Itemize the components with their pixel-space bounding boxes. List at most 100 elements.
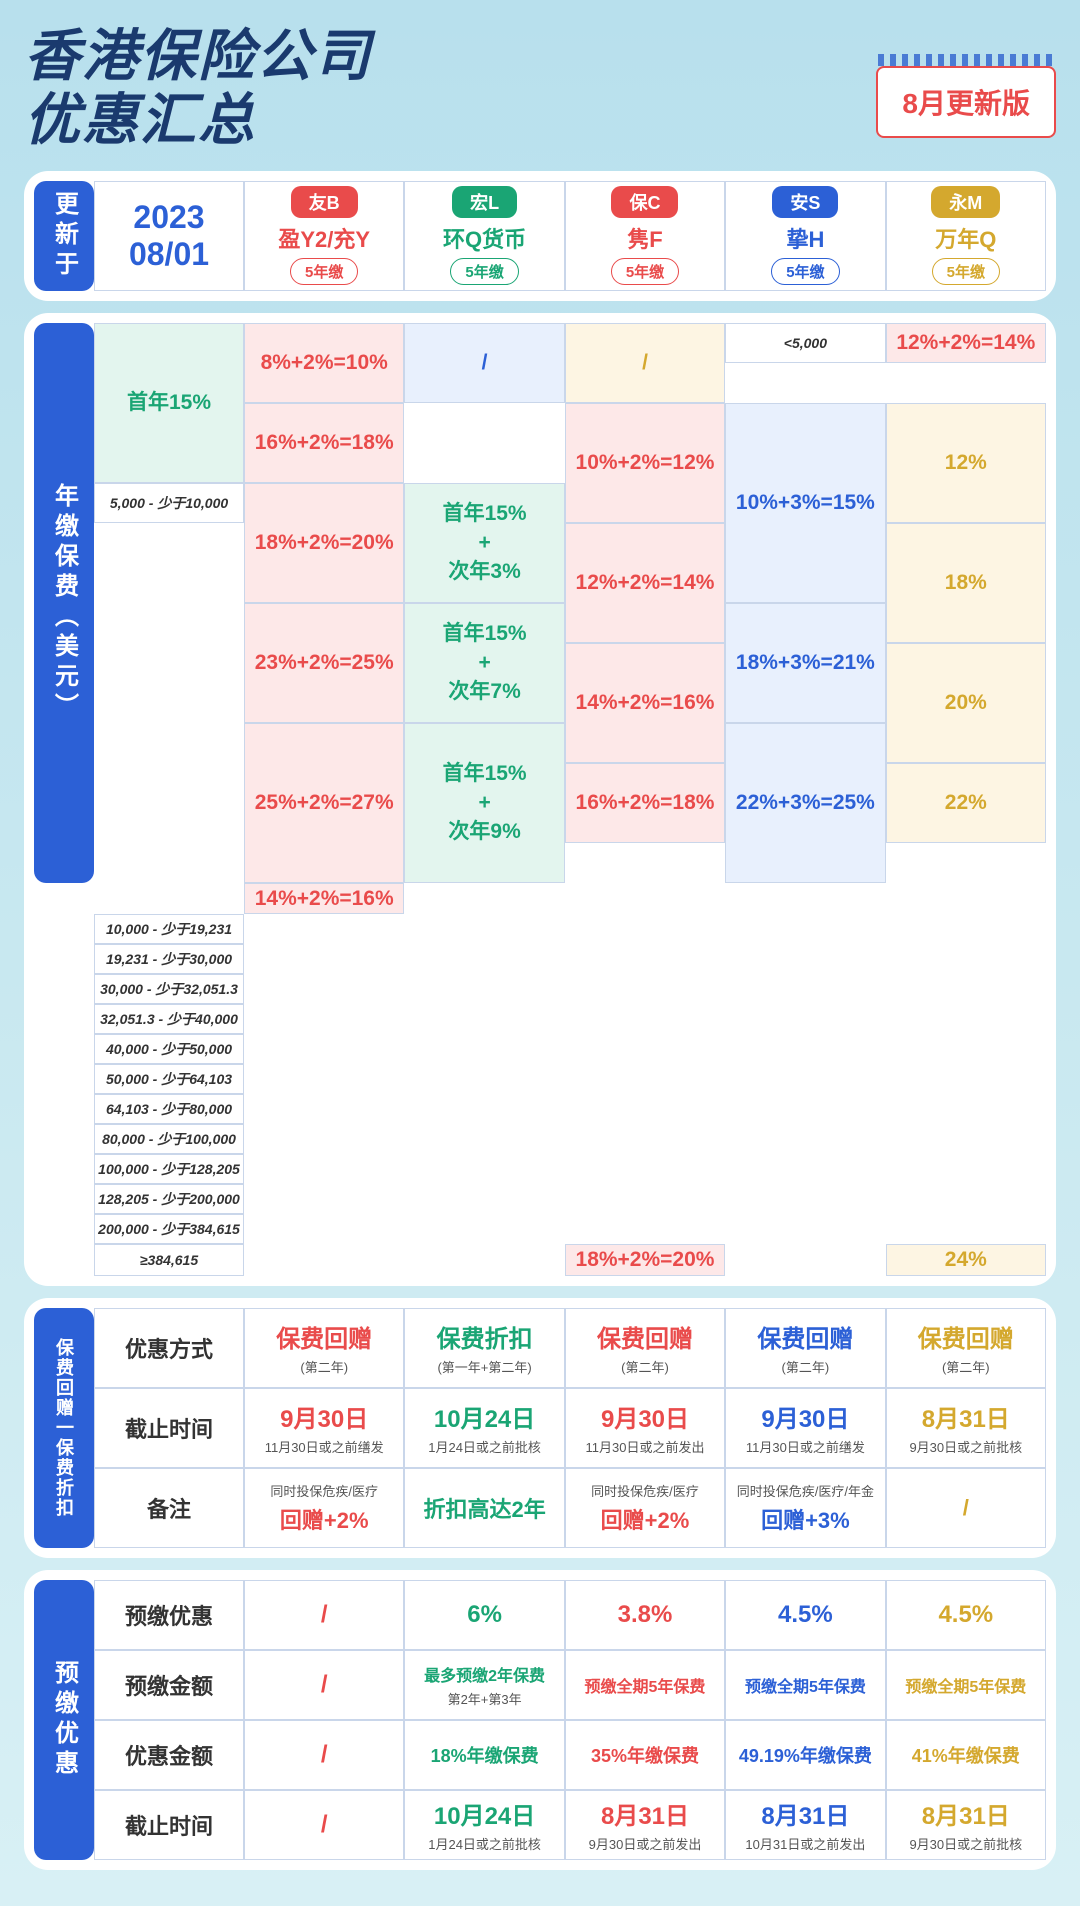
tier: ≥384,615 — [94, 1244, 244, 1275]
main: 回赠+3% — [761, 1503, 850, 1535]
panel-prepay: 预缴优惠 预缴优惠 / 6% 3.8% 4.5% 4.5% 预缴金额 / 最多预… — [24, 1570, 1056, 1870]
info-cell: / — [886, 1468, 1046, 1548]
info-cell: 8月31日 10月31日或之前发出 — [725, 1790, 885, 1860]
rate-l: 首年15% + 次年3% — [404, 483, 564, 603]
info-cell: 9月30日11月30日或之前缮发 — [244, 1388, 404, 1468]
info-cell: 预缴全期5年保费 — [725, 1650, 885, 1720]
info-cell: 9月30日11月30日或之前发出 — [565, 1388, 725, 1468]
tag: 保C — [611, 186, 678, 218]
tag: 安S — [772, 186, 838, 218]
rate-m: / — [565, 323, 725, 403]
sub: 11月30日或之前缮发 — [746, 1437, 865, 1456]
sub: (第二年) — [942, 1357, 990, 1376]
rate-m: 12% — [886, 403, 1046, 523]
main: 49.19%年缴保费 — [739, 1742, 872, 1768]
rate-b: 12%+2%=14% — [886, 323, 1046, 363]
tag: 宏L — [452, 186, 517, 218]
main: 回赠+2% — [601, 1503, 690, 1535]
main: / — [321, 1811, 328, 1839]
row-label: 截止时间 — [94, 1388, 244, 1468]
sub: (第一年+第二年) — [437, 1357, 531, 1376]
row-label: 优惠金额 — [94, 1720, 244, 1790]
company-l: 宏L环Q货币5年缴 — [404, 181, 564, 291]
rate-b: 14%+2%=16% — [244, 883, 404, 914]
info-cell: 保费回赠(第二年) — [725, 1308, 885, 1388]
tier: 50,000 - 少于64,103 — [94, 1064, 244, 1094]
info-cell: / — [244, 1720, 404, 1790]
product: 隽F — [627, 222, 662, 254]
rate-b: 16%+2%=18% — [244, 403, 404, 483]
main: 8月31日 — [922, 1796, 1010, 1831]
info-cell: 保费回赠(第二年) — [244, 1308, 404, 1388]
page-title: 香港保险公司 优惠汇总 — [24, 24, 372, 153]
main: 10月24日 — [434, 1796, 535, 1831]
tier: 30,000 - 少于32,051.3 — [94, 974, 244, 1004]
sub: 10月31日或之前发出 — [745, 1834, 865, 1853]
sub: 11月30日或之前发出 — [586, 1437, 705, 1456]
main: 最多预缴2年保费 — [424, 1662, 545, 1686]
main: 回赠+2% — [280, 1503, 369, 1535]
tier: <5,000 — [725, 323, 885, 363]
tier: 64,103 - 少于80,000 — [94, 1094, 244, 1124]
info-cell: 同时投保危疾/医疗回赠+2% — [244, 1468, 404, 1548]
rate-c: 12%+2%=14% — [565, 523, 725, 643]
rate-m: 22% — [886, 763, 1046, 843]
sub: (第二年) — [621, 1357, 669, 1376]
tier: 128,205 - 少于200,000 — [94, 1184, 244, 1214]
side-label-discount: 保费回赠一保费折扣 — [34, 1308, 94, 1548]
product: 盈Y2/充Y — [278, 222, 370, 254]
main: 8月31日 — [761, 1796, 849, 1831]
rate-m: 24% — [886, 1244, 1046, 1275]
main: 保费回赠 — [757, 1319, 853, 1354]
info-cell: / — [244, 1790, 404, 1860]
info-cell: 9月30日11月30日或之前缮发 — [725, 1388, 885, 1468]
main: / — [321, 1671, 328, 1699]
rate-b: 25%+2%=27% — [244, 723, 404, 883]
company-c: 保C隽F5年缴 — [565, 181, 725, 291]
tier: 100,000 - 少于128,205 — [94, 1154, 244, 1184]
pill: 5年缴 — [290, 258, 358, 285]
rate-b: 18%+2%=20% — [244, 483, 404, 603]
side-label-premium: 年缴保费（美元） — [34, 323, 94, 883]
main: / — [321, 1741, 328, 1769]
info-cell: 最多预缴2年保费第2年+第3年 — [404, 1650, 564, 1720]
main: 保费回赠 — [597, 1319, 693, 1354]
title-line1: 香港保险公司 — [24, 24, 372, 88]
main: 6% — [467, 1601, 502, 1629]
rate-m: 20% — [886, 643, 1046, 763]
info-cell: 预缴全期5年保费 — [565, 1650, 725, 1720]
rate-l: 首年15% — [94, 323, 244, 483]
tier: 80,000 - 少于100,000 — [94, 1124, 244, 1154]
tier: 40,000 - 少于50,000 — [94, 1034, 244, 1064]
date-md: 08/01 — [129, 236, 209, 273]
main: 预缴全期5年保费 — [585, 1673, 706, 1697]
row-label: 截止时间 — [94, 1790, 244, 1860]
tier: 200,000 - 少于384,615 — [94, 1214, 244, 1244]
rate-s: 22%+3%=25% — [725, 723, 885, 883]
main: 18%年缴保费 — [431, 1742, 539, 1768]
tier: 10,000 - 少于19,231 — [94, 914, 244, 944]
main: / — [963, 1495, 969, 1521]
rate-c: 18%+2%=20% — [565, 1244, 725, 1275]
row-label: 预缴优惠 — [94, 1580, 244, 1650]
main: 10月24日 — [434, 1399, 535, 1434]
company-m: 永M万年Q5年缴 — [886, 181, 1046, 291]
side-label-prepay: 预缴优惠 — [34, 1580, 94, 1860]
pre: 同时投保危疾/医疗 — [270, 1481, 378, 1500]
info-cell: 10月24日1月24日或之前批核 — [404, 1388, 564, 1468]
info-cell: 保费回赠 (第二年) — [565, 1308, 725, 1388]
pre: 同时投保危疾/医疗 — [591, 1481, 699, 1500]
pre: 同时投保危疾/医疗/年金 — [737, 1481, 874, 1500]
company-b: 友B盈Y2/充Y5年缴 — [244, 181, 404, 291]
info-cell: 保费回赠(第二年) — [886, 1308, 1046, 1388]
tier: 19,231 - 少于30,000 — [94, 944, 244, 974]
panel-rates: 年缴保费（美元） <5,000 12%+2%=14% 首年15% 8%+2%=1… — [24, 313, 1056, 1286]
info-cell: / — [244, 1580, 404, 1650]
rate-s: / — [404, 323, 564, 403]
main: 9月30日 — [280, 1399, 368, 1434]
main: 保费回赠 — [276, 1319, 372, 1354]
rate-c: 10%+2%=12% — [565, 403, 725, 523]
side-label-update: 更新于 — [34, 181, 94, 291]
main: 预缴全期5年保费 — [745, 1673, 866, 1697]
info-cell: 10月24日1月24日或之前批核 — [404, 1790, 564, 1860]
